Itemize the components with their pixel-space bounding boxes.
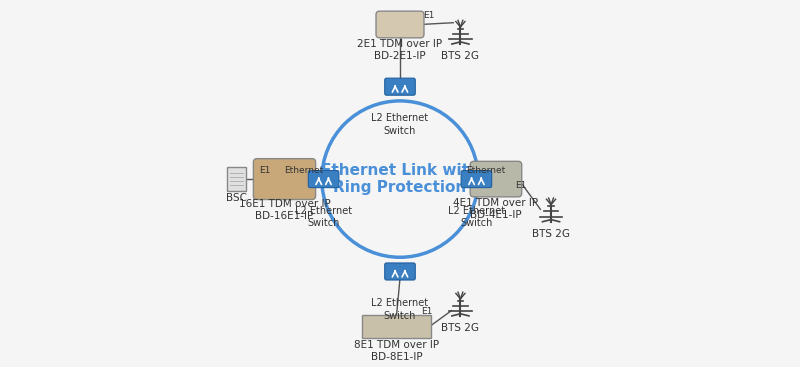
Text: BTS 2G: BTS 2G xyxy=(442,51,479,61)
Text: L2 Ethernet
Switch: L2 Ethernet Switch xyxy=(371,298,429,320)
Text: Ethernet: Ethernet xyxy=(466,166,505,175)
FancyBboxPatch shape xyxy=(362,315,431,338)
Text: L2 Ethernet
Switch: L2 Ethernet Switch xyxy=(295,206,352,228)
Text: Ethernet: Ethernet xyxy=(285,166,324,175)
Text: BSC: BSC xyxy=(226,193,247,203)
FancyBboxPatch shape xyxy=(470,161,522,197)
FancyBboxPatch shape xyxy=(461,171,492,188)
FancyBboxPatch shape xyxy=(385,263,415,280)
Text: L2 Ethernet
Switch: L2 Ethernet Switch xyxy=(371,113,429,136)
Text: L2 Ethernet
Switch: L2 Ethernet Switch xyxy=(448,206,505,228)
FancyBboxPatch shape xyxy=(226,167,246,191)
Text: E1: E1 xyxy=(259,166,270,175)
FancyBboxPatch shape xyxy=(376,11,424,38)
Text: E1: E1 xyxy=(423,11,435,20)
Text: BTS 2G: BTS 2G xyxy=(532,229,570,239)
Text: 16E1 TDM over IP
BD-16E1-IP: 16E1 TDM over IP BD-16E1-IP xyxy=(238,199,330,221)
Text: 4E1 TDM over IP
BD-4E1-IP: 4E1 TDM over IP BD-4E1-IP xyxy=(454,197,538,220)
Text: Ring Protection: Ring Protection xyxy=(334,181,466,196)
Text: E1: E1 xyxy=(515,181,526,190)
Text: Ethernet Link with: Ethernet Link with xyxy=(321,163,479,178)
FancyBboxPatch shape xyxy=(385,78,415,95)
Text: E1: E1 xyxy=(421,307,432,316)
Text: 2E1 TDM over IP
BD-2E1-IP: 2E1 TDM over IP BD-2E1-IP xyxy=(358,39,442,61)
FancyBboxPatch shape xyxy=(308,171,339,188)
Text: 8E1 TDM over IP
BD-8E1-IP: 8E1 TDM over IP BD-8E1-IP xyxy=(354,340,439,362)
Text: BTS 2G: BTS 2G xyxy=(442,323,479,333)
FancyBboxPatch shape xyxy=(254,159,315,200)
